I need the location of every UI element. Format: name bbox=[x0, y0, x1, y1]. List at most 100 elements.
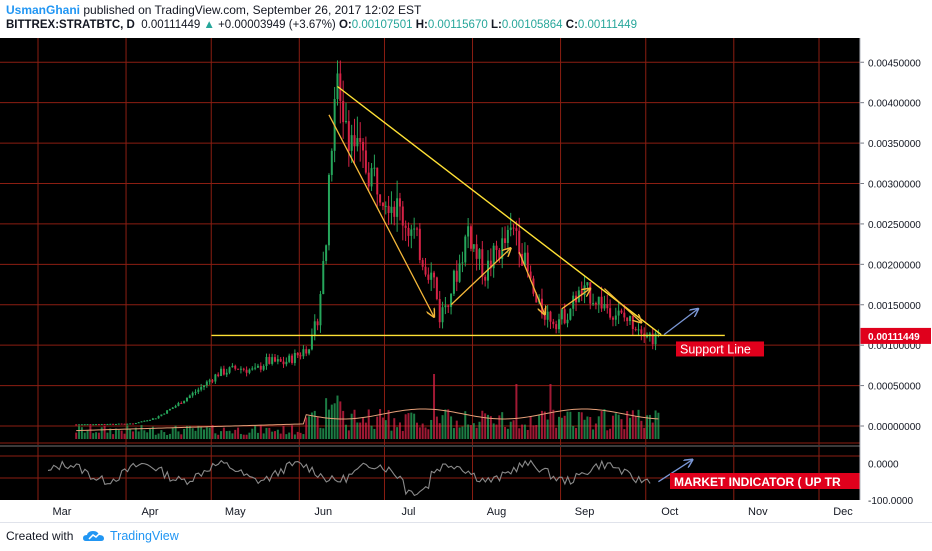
candle-body bbox=[475, 244, 478, 259]
candle-body bbox=[631, 316, 634, 330]
candle-body bbox=[600, 296, 603, 309]
close-label: C: bbox=[565, 19, 578, 31]
volume-bar bbox=[75, 432, 78, 439]
volume-bar bbox=[583, 419, 586, 439]
volume-bar bbox=[592, 429, 595, 439]
projection-arrow[interactable] bbox=[658, 460, 692, 483]
low-value: 0.00105864 bbox=[501, 19, 563, 31]
volume-bar bbox=[393, 418, 396, 439]
volume-bar bbox=[651, 422, 654, 439]
trend-arrow[interactable] bbox=[328, 114, 434, 317]
volume-bar bbox=[103, 425, 106, 439]
volume-bar bbox=[322, 428, 325, 439]
volume-bar bbox=[572, 425, 575, 439]
volume-bar bbox=[657, 412, 660, 439]
volume-bar bbox=[239, 433, 242, 439]
trend-arrow[interactable] bbox=[561, 289, 590, 310]
volume-bar bbox=[540, 410, 543, 439]
volume-bar bbox=[586, 416, 589, 439]
volume-bar bbox=[203, 429, 205, 439]
symbol-label: BITTREX:STRATBTC, D bbox=[6, 19, 135, 31]
candle-body bbox=[452, 270, 455, 294]
candle-body bbox=[560, 309, 563, 320]
candle-body bbox=[646, 336, 649, 338]
volume-bar bbox=[523, 424, 526, 439]
candle-body bbox=[444, 305, 447, 308]
time-axis-background bbox=[0, 500, 932, 522]
volume-bar bbox=[345, 424, 347, 439]
volume-bar bbox=[259, 425, 262, 439]
volume-bar bbox=[518, 428, 521, 439]
volume-bar bbox=[543, 411, 546, 439]
candle-body bbox=[384, 205, 387, 207]
volume-bar bbox=[396, 427, 399, 439]
volume-bar bbox=[646, 415, 649, 439]
volume-bar bbox=[205, 427, 208, 439]
candle-body bbox=[543, 314, 546, 320]
volume-bar bbox=[416, 422, 418, 439]
candle-body bbox=[492, 245, 495, 269]
candle-body bbox=[254, 367, 257, 369]
volume-bar bbox=[208, 427, 211, 439]
volume-bar bbox=[450, 416, 453, 439]
volume-bar bbox=[117, 430, 120, 439]
candle-body bbox=[274, 357, 276, 362]
resistance-trendline[interactable] bbox=[337, 85, 662, 336]
volume-bar bbox=[350, 413, 353, 439]
volume-bar bbox=[313, 410, 316, 439]
volume-bar bbox=[558, 416, 560, 439]
candle-body bbox=[387, 205, 390, 213]
volume-bar bbox=[242, 434, 245, 439]
price-tick-label: 0.00250000 bbox=[868, 220, 921, 231]
trend-arrow[interactable] bbox=[518, 251, 545, 314]
volume-bar bbox=[509, 421, 512, 439]
author-link[interactable]: UsmanGhani bbox=[6, 3, 81, 17]
volume-bar bbox=[424, 427, 427, 439]
volume-bar bbox=[614, 413, 617, 439]
candle-body bbox=[592, 303, 595, 305]
time-tick-label: Nov bbox=[748, 506, 768, 518]
candle-body bbox=[603, 304, 606, 309]
candle-body bbox=[100, 424, 103, 426]
volume-bar bbox=[512, 420, 515, 439]
volume-bar bbox=[92, 433, 95, 439]
volume-bar bbox=[327, 409, 330, 439]
trend-arrow[interactable] bbox=[450, 248, 511, 306]
projection-arrow[interactable] bbox=[663, 309, 698, 336]
volume-bar bbox=[481, 410, 484, 439]
candle-body bbox=[183, 401, 186, 404]
volume-bar bbox=[217, 434, 220, 439]
volume-bar bbox=[467, 424, 470, 439]
candle-body bbox=[234, 365, 237, 369]
candle-body bbox=[92, 424, 95, 426]
volume-bar bbox=[302, 434, 305, 439]
volume-bar bbox=[515, 384, 518, 439]
candle-body bbox=[461, 262, 464, 264]
candle-body bbox=[208, 380, 211, 382]
candle-body bbox=[197, 389, 200, 392]
volume-bar bbox=[310, 412, 313, 439]
candle-body bbox=[120, 423, 123, 425]
candle-body bbox=[342, 100, 345, 123]
volume-bar bbox=[535, 425, 538, 439]
candle-body bbox=[330, 150, 333, 175]
volume-bar bbox=[256, 432, 259, 439]
time-tick-label: Aug bbox=[487, 506, 507, 518]
candle-body bbox=[506, 229, 509, 243]
volume-bar bbox=[475, 427, 478, 439]
candle-body bbox=[651, 333, 654, 345]
trend-arrow[interactable] bbox=[604, 288, 641, 323]
open-value: 0.00107501 bbox=[351, 19, 413, 31]
volume-bar bbox=[293, 434, 296, 439]
volume-bar bbox=[251, 428, 254, 439]
volume-bar bbox=[484, 413, 487, 439]
candle-body bbox=[248, 369, 251, 373]
candle-body bbox=[132, 423, 134, 425]
tradingview-cloud-icon[interactable] bbox=[82, 528, 106, 544]
tradingview-brand-link[interactable]: TradingView bbox=[110, 529, 179, 543]
candle-body bbox=[89, 424, 92, 426]
candle-body bbox=[109, 423, 112, 425]
volume-bar bbox=[401, 430, 404, 439]
candle-body bbox=[174, 405, 177, 408]
price-chart[interactable]: Support Line MARKET INDICATOR ( UP TR 0.00… bbox=[0, 38, 932, 522]
